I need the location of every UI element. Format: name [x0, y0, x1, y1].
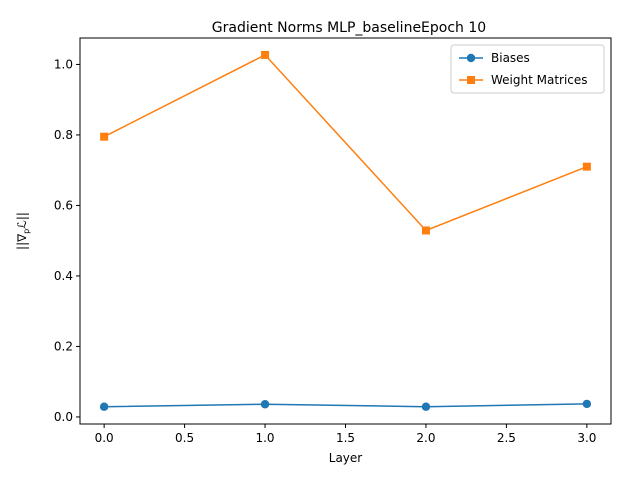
chart-title: Gradient Norms MLP_baselineEpoch 10: [212, 20, 486, 36]
weight-matrices-legend-label: Weight Matrices: [491, 73, 588, 87]
x-tick-label: 1.0: [255, 431, 274, 445]
y-tick-label: 0.0: [54, 410, 73, 424]
y-tick-label: 0.8: [54, 128, 73, 142]
x-tick-label: 1.5: [336, 431, 355, 445]
y-axis: 0.0 0.2 0.4 0.6 0.8 1.0: [54, 57, 80, 424]
legend: Biases Weight Matrices: [450, 44, 605, 94]
x-tick-label: 2.0: [416, 431, 435, 445]
biases-point: [260, 400, 270, 409]
weight-matrices-legend-marker: [467, 76, 475, 84]
weight-matrices-point: [261, 50, 270, 59]
x-tick-label: 0.0: [95, 431, 114, 445]
biases-point: [421, 402, 431, 411]
y-tick-label: 1.0: [54, 57, 73, 71]
weight-matrices-point: [582, 162, 591, 171]
biases-point: [582, 399, 592, 409]
y-tick-label: 0.6: [54, 198, 73, 212]
x-axis: 0.0 0.5 1.0 1.5 2.0 2.5 3.0: [95, 424, 596, 445]
series-layer: [99, 50, 592, 411]
x-axis-label: Layer: [329, 451, 363, 465]
biases-legend-marker: [466, 53, 476, 63]
weight-matrices-point: [100, 132, 109, 141]
biases-legend-label: Biases: [491, 51, 530, 65]
y-axis-label: ||∇pℒ||: [15, 212, 31, 250]
x-tick-label: 3.0: [577, 431, 596, 445]
biases-series-line: [104, 403, 587, 408]
x-tick-label: 2.5: [497, 431, 516, 445]
weight-matrices-series-line: [103, 53, 588, 232]
weight-matrices-point: [421, 226, 430, 235]
legend-box: [450, 44, 605, 94]
y-tick-label: 0.2: [54, 339, 73, 353]
y-tick-label: 0.4: [54, 269, 73, 283]
biases-point: [99, 402, 109, 411]
x-tick-label: 0.5: [175, 431, 194, 445]
